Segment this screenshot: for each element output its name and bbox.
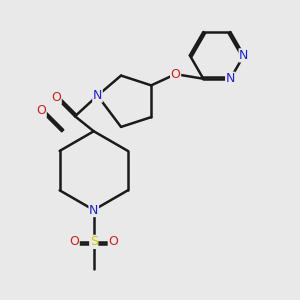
Text: O: O xyxy=(36,104,46,117)
Text: N: N xyxy=(239,49,248,62)
Text: O: O xyxy=(108,236,118,248)
Text: N: N xyxy=(93,89,102,102)
Text: O: O xyxy=(69,236,79,248)
Text: O: O xyxy=(51,91,61,104)
Text: S: S xyxy=(90,236,98,248)
Text: N: N xyxy=(226,72,235,85)
Text: N: N xyxy=(89,203,98,217)
Text: O: O xyxy=(171,68,181,81)
